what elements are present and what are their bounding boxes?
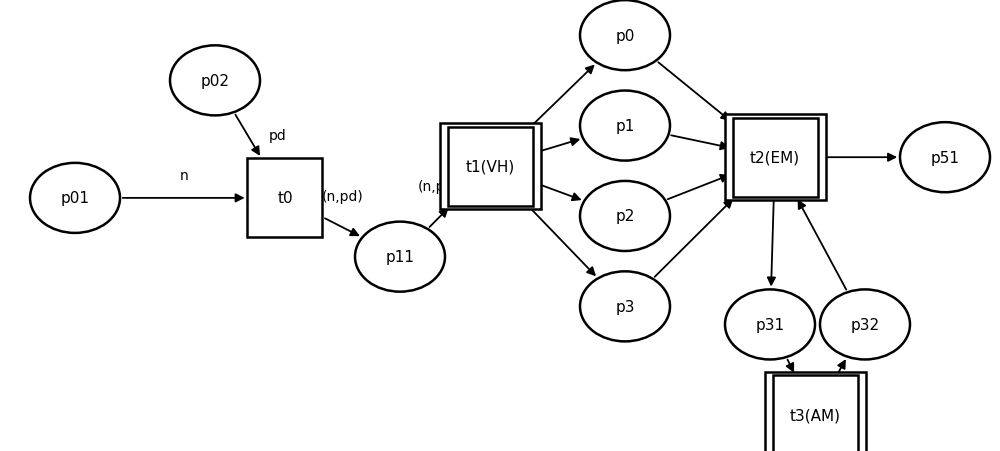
Bar [732, 118, 818, 198]
Text: p01: p01 [60, 191, 90, 206]
Text: t3(AM): t3(AM) [790, 407, 840, 423]
Text: (n,pd): (n,pd) [418, 179, 460, 193]
Ellipse shape [580, 272, 670, 342]
Ellipse shape [580, 1, 670, 71]
Text: p11: p11 [386, 249, 415, 265]
Ellipse shape [725, 290, 815, 360]
Ellipse shape [355, 222, 445, 292]
Bar [724, 115, 826, 201]
Bar [765, 372, 866, 451]
Text: t2(EM): t2(EM) [750, 150, 800, 166]
Ellipse shape [30, 163, 120, 233]
Bar [440, 124, 540, 210]
Text: p02: p02 [200, 74, 230, 89]
Ellipse shape [580, 91, 670, 161]
Bar [448, 127, 532, 207]
Bar [247, 159, 322, 238]
Text: p31: p31 [755, 317, 785, 332]
Ellipse shape [580, 181, 670, 251]
Text: p1: p1 [615, 119, 635, 134]
Text: pd: pd [269, 129, 287, 143]
Text: p51: p51 [930, 150, 960, 166]
Ellipse shape [820, 290, 910, 360]
Text: p3: p3 [615, 299, 635, 314]
Text: t0: t0 [277, 191, 293, 206]
Text: p2: p2 [615, 209, 635, 224]
Text: t1(VH): t1(VH) [465, 159, 515, 175]
Text: n: n [179, 169, 188, 183]
Ellipse shape [900, 123, 990, 193]
Text: p32: p32 [850, 317, 880, 332]
Ellipse shape [170, 46, 260, 116]
Text: p0: p0 [615, 28, 635, 44]
Bar [772, 375, 858, 451]
Text: (n,pd): (n,pd) [322, 189, 363, 203]
